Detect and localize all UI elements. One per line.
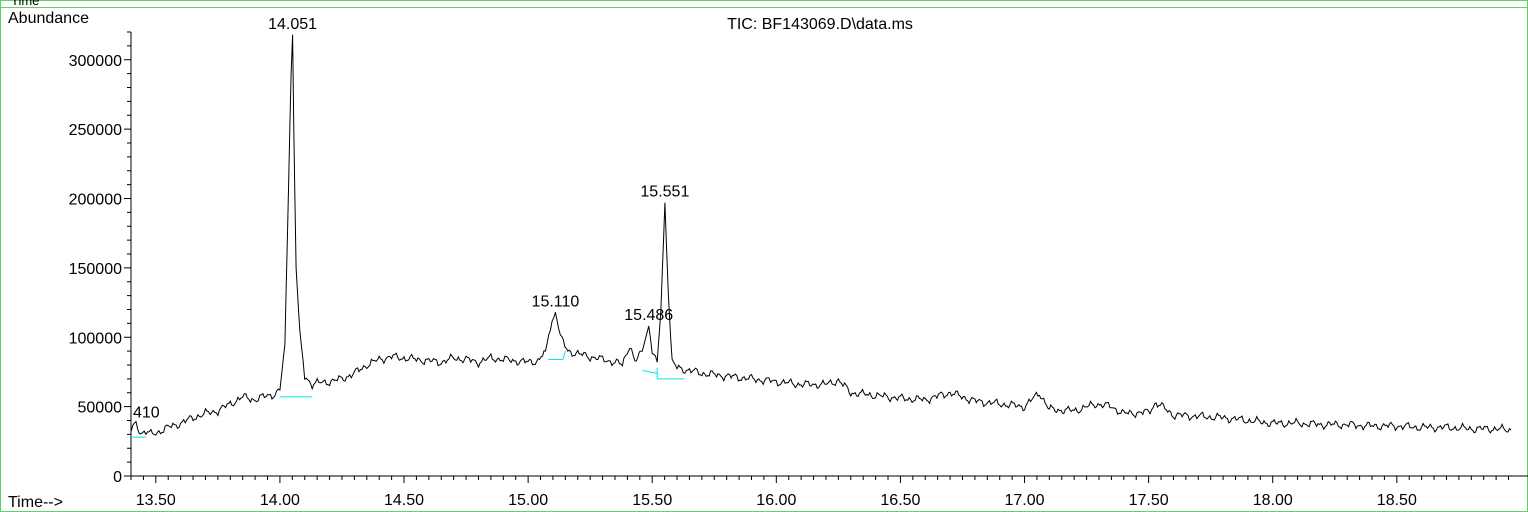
y-tick-label: 300000: [69, 53, 122, 70]
x-tick-label: 17.50: [1129, 492, 1169, 509]
peak-label: 15.110: [532, 293, 580, 310]
y-tick-label: 0: [113, 469, 122, 486]
axes: [130, 32, 1528, 477]
x-tick-label: 17.00: [1005, 492, 1045, 509]
x-axis-label: Time-->: [8, 494, 63, 511]
ticks: 0 50000 100000 150000 200000 250000 300000 13.5…: [69, 31, 1510, 509]
peak-label: 15.551: [640, 184, 689, 201]
baselines: [131, 350, 685, 438]
x-tick-label: 16.50: [880, 492, 920, 509]
peak-labels: 410 14.051 15.110 15.486 15.551: [133, 16, 689, 421]
y-tick-label: 200000: [69, 192, 122, 209]
tic-trace: [130, 34, 1512, 436]
x-tick-label: 15.50: [632, 492, 672, 509]
peak-label: 410: [133, 404, 160, 421]
frame-divider: [1, 7, 1527, 8]
x-tick-label: 15.00: [508, 492, 548, 509]
baseline-segment: [562, 350, 566, 360]
x-tick-label: 14.00: [260, 492, 300, 509]
y-axis-label: Abundance: [8, 10, 89, 27]
baseline-segment: [642, 370, 658, 374]
y-tick-label: 50000: [78, 400, 123, 417]
x-tick-label: 16.00: [756, 492, 796, 509]
chart-title: TIC: BF143069.D\data.ms: [727, 16, 913, 33]
x-tick-label: 18.00: [1253, 492, 1293, 509]
frame-caption: Time: [11, 0, 40, 8]
y-tick-label: 250000: [69, 122, 122, 139]
y-tick-label: 100000: [69, 330, 122, 347]
peak-label: 15.486: [624, 307, 673, 324]
x-tick-label: 18.50: [1377, 492, 1417, 509]
y-tick-label: 150000: [69, 261, 122, 278]
x-tick-label: 14.50: [384, 492, 424, 509]
x-tick-label: 13.50: [136, 492, 176, 509]
peak-label: 14.051: [268, 16, 317, 33]
trace: [130, 34, 1512, 436]
